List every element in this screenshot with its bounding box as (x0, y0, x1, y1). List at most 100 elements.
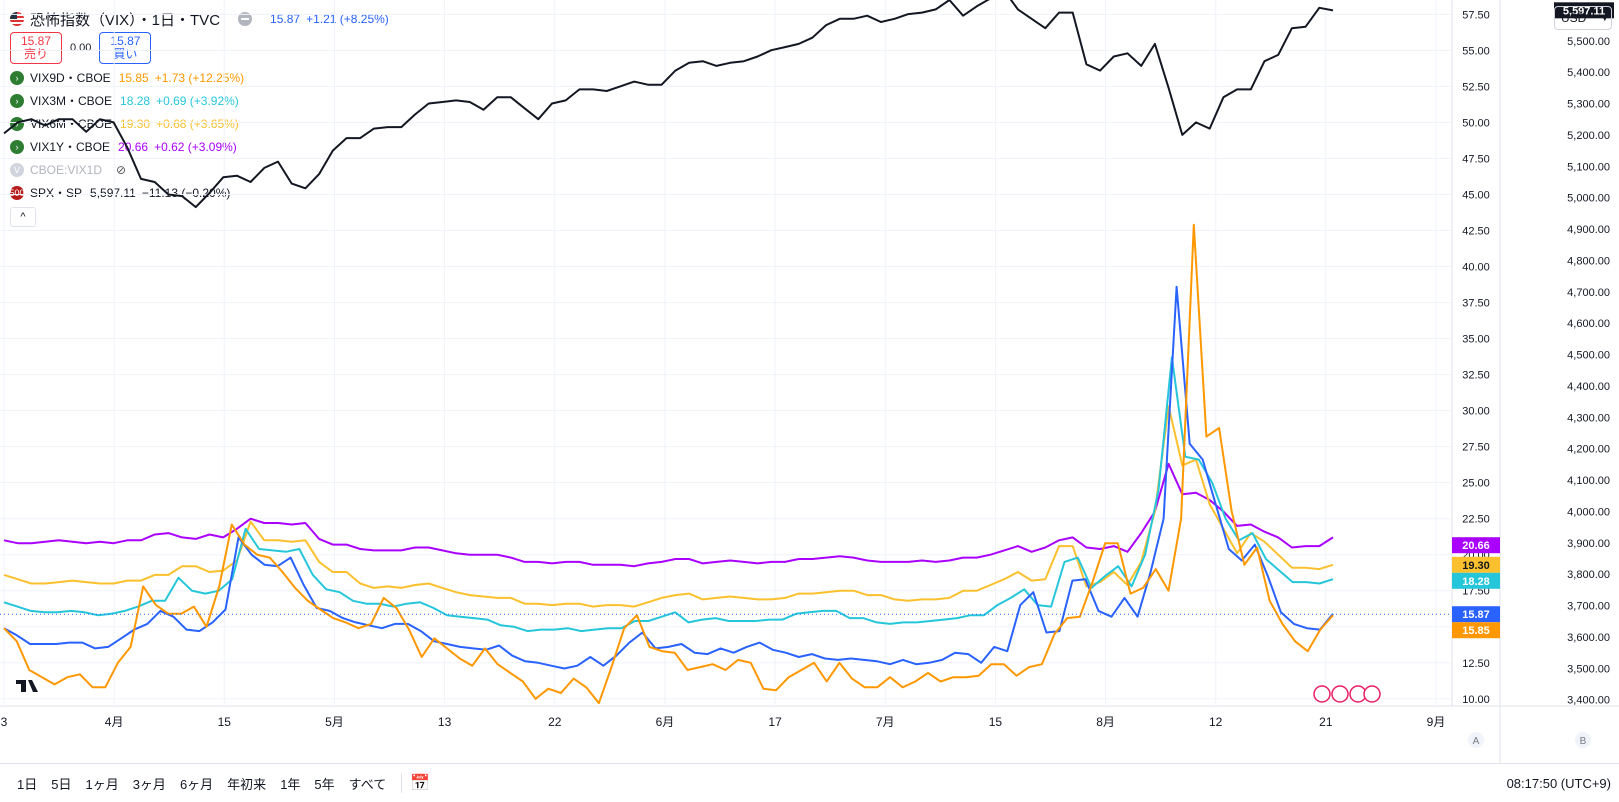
timeframe-button-7[interactable]: 5年 (314, 776, 335, 792)
economic-event-flag-icon[interactable] (1313, 685, 1331, 703)
scale-button-label[interactable]: A (1473, 736, 1480, 747)
price-label-bg (1452, 572, 1500, 589)
timeframe-button-0[interactable]: 1日 (17, 776, 38, 792)
chevron-down-icon: ▼ (1600, 13, 1610, 23)
left-axis-tick-label: 45.00 (1462, 190, 1490, 202)
legend-row-3[interactable]: › VIX1Y・CBOE 20.66 +0.62 (+3.09%) (10, 135, 389, 158)
legend-change: +0.68 (+3.65%) (156, 116, 239, 131)
legend-symbol: VIX1Y・CBOE (30, 140, 111, 154)
legend-value: 15.85 (118, 70, 149, 85)
series-line-vix6m[interactable] (3, 405, 1334, 608)
legend-row-1[interactable]: › VIX3M・CBOE 18.28 +0.69 (+3.92%) (10, 89, 389, 112)
right-axis-tick-label: 5,300.00 (1567, 99, 1610, 111)
legend-symbol: SPX・SP (30, 186, 83, 200)
compare-symbol-list: › VIX9D・CBOE 15.85 +1.73 (+12.25%) › VIX3M・CB… (9, 66, 389, 204)
main-price: 15.87 (270, 12, 301, 26)
left-axis-tick-label: 50.00 (1462, 117, 1490, 129)
cboe-logo-icon: › (10, 139, 24, 154)
left-axis-tick-label: 32.50 (1462, 370, 1490, 382)
economic-event-flag-icon[interactable] (1363, 685, 1381, 703)
legend-row-4[interactable]: V CBOE:VIX1D ⊘ (10, 158, 389, 181)
right-axis-tick-label: 3,800.00 (1567, 569, 1610, 581)
cboe-logo-icon: › (10, 93, 24, 108)
spread-value: 0.00 (70, 42, 92, 54)
x-tick-label: 21 (1319, 715, 1333, 729)
sell-button[interactable]: 15.87 売り (10, 32, 62, 64)
right-axis-tick-label: 4,200.00 (1567, 444, 1610, 456)
cboe-logo-icon: › (10, 70, 24, 85)
price-label: 15.85 (1462, 625, 1490, 637)
legend-value: 18.28 (120, 93, 151, 108)
right-axis-tick-label: 3,500.00 (1567, 663, 1610, 675)
x-tick-label: 12 (1209, 715, 1223, 729)
left-axis-tick-label: 52.50 (1462, 81, 1490, 93)
trade-row: 15.87 売り 0.00 15.87 買い (10, 30, 389, 66)
right-axis-tick-label: 4,800.00 (1567, 255, 1610, 267)
timeframe-button-5[interactable]: 年初来 (227, 776, 267, 792)
currency-label: USD (1561, 11, 1587, 25)
timeframe-button-1[interactable]: 5日 (51, 776, 72, 792)
scale-button-bg[interactable] (1575, 732, 1591, 748)
price-label: 5,597.11 (1563, 5, 1605, 17)
legend-change: +0.62 (+3.09%) (154, 139, 237, 154)
series-line-vix[interactable] (3, 285, 1334, 670)
series-line-vix9d[interactable] (3, 223, 1334, 705)
calendar-goto-icon[interactable]: 📅 (410, 775, 431, 792)
right-axis-tick-label: 5,500.00 (1567, 36, 1610, 48)
legend-row-5[interactable]: 500 SPX・SP 5,597.11 −11.13 (−0.20%) (9, 181, 389, 204)
right-axis-tick-label: 4,600.00 (1567, 318, 1610, 330)
right-axis-tick-label: 5,100.00 (1567, 161, 1610, 173)
legend-symbol: CBOE:VIX1D (30, 162, 103, 177)
timeframe-button-4[interactable]: 6ヶ月 (179, 776, 214, 792)
timeframe-list: 1日 5日 1ヶ月 3ヶ月 6ヶ月 年初来 1年 5年 すべて (10, 774, 393, 793)
currency-selector[interactable]: USD ▼ (1554, 6, 1612, 30)
minimize-icon[interactable] (238, 12, 253, 26)
timeframe-button-8[interactable]: すべて (348, 776, 387, 792)
scale-button-bg[interactable] (1468, 732, 1484, 748)
left-axis-tick-label: 22.50 (1462, 514, 1490, 526)
main-symbol-title[interactable]: 恐怖指数（VIX）・1日・TVC (30, 11, 221, 29)
x-tick-label: 9月 (1427, 715, 1446, 729)
left-axis-tick-label: 57.50 (1462, 9, 1490, 21)
timeframe-button-3[interactable]: 3ヶ月 (132, 776, 166, 792)
symbol-logo-icon: V (10, 162, 24, 177)
right-axis-tick-label: 4,900.00 (1567, 224, 1610, 236)
price-label: 18.28 (1462, 576, 1490, 588)
clock-readout[interactable]: 08:17:50 (UTC+9) (1506, 775, 1611, 791)
legend-change: +1.73 (+12.25%) (154, 70, 245, 85)
timeframe-button-2[interactable]: 1ヶ月 (85, 776, 119, 792)
main-symbol-row[interactable]: 恐怖指数（VIX）・1日・TVC 15.87 +1.21 (+8.25%) (10, 8, 389, 30)
economic-event-flag-icon[interactable] (1331, 685, 1349, 703)
legend-row-0[interactable]: › VIX9D・CBOE 15.85 +1.73 (+12.25%) (10, 66, 389, 89)
price-label-bg (1452, 622, 1500, 639)
series-line-spx[interactable] (3, 0, 1334, 209)
timeframe-button-6[interactable]: 1年 (280, 776, 301, 792)
chart-legend: 恐怖指数（VIX）・1日・TVC 15.87 +1.21 (+8.25%) 15… (9, 8, 389, 227)
legend-change: +0.69 (+3.92%) (156, 93, 239, 108)
legend-row-2[interactable]: › VIX6M・CBOE 19.30 +0.68 (+3.65%) (10, 112, 389, 135)
series-line-vix1y[interactable] (3, 462, 1334, 568)
x-tick-label: 3 (1, 715, 8, 729)
right-axis-tick-label: 5,200.00 (1567, 130, 1610, 142)
us-flag-icon (10, 12, 24, 26)
price-chart[interactable]: 3 4月 15 5月 13 22 6月 17 7月 15 8月 12 21 9月 57.50 55.00 52.… (0, 0, 1619, 763)
hidden-eye-icon[interactable]: ⊘ (116, 162, 127, 177)
left-axis-tick-label: 27.50 (1462, 442, 1490, 454)
x-tick-label: 4月 (105, 715, 124, 729)
right-axis-tick-label: 3,400.00 (1567, 695, 1610, 707)
left-axis-tick-label: 55.00 (1462, 45, 1490, 57)
right-axis-tick-label: 3,700.00 (1567, 601, 1610, 613)
main-change: +1.21 (+8.25%) (306, 12, 389, 26)
series-line-vix3m[interactable] (3, 356, 1334, 633)
left-axis-tick-label: 47.50 (1462, 153, 1490, 165)
collapse-legend-button[interactable]: ^ (10, 207, 36, 227)
legend-change: −11.13 (−0.20%) (141, 185, 231, 200)
bottom-toolbar: 1日 5日 1ヶ月 3ヶ月 6ヶ月 年初来 1年 5年 すべて 📅 08:17:50 (UTC+… (0, 763, 1619, 802)
scale-button-label[interactable]: B (1580, 736, 1587, 747)
buy-price: 15.87 (110, 34, 141, 48)
x-tick-label: 22 (548, 715, 562, 729)
x-tick-label: 7月 (876, 715, 895, 729)
x-tick-label: 15 (989, 715, 1003, 729)
right-axis-tick-label: 4,000.00 (1567, 506, 1610, 518)
